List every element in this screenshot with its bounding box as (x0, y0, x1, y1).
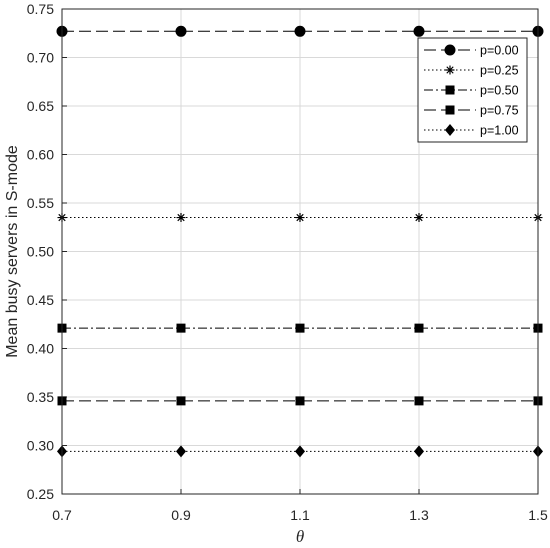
data-point-1-1 (176, 213, 186, 223)
y-tick-label: 0.35 (27, 389, 54, 405)
data-point-0-1 (175, 25, 187, 37)
data-point-4-1 (176, 445, 186, 458)
data-point-1-2 (295, 213, 305, 223)
legend-marker-4 (445, 124, 455, 136)
legend-entry-0: p=0.00 (480, 44, 519, 58)
legend-marker-1 (445, 65, 455, 75)
y-tick-label: 0.70 (27, 50, 54, 66)
legend-entry-4: p=1.00 (480, 124, 519, 138)
y-tick-labels: 0.25 0.30 0.35 0.40 0.45 0.50 0.55 0.60 0.65 0.70… (27, 1, 54, 502)
y-axis-label: Mean busy servers in S-mode (4, 145, 21, 358)
data-point-4-3 (414, 445, 424, 458)
x-tick-label: 1.5 (528, 507, 548, 523)
legend-entry-3: p=0.75 (480, 104, 519, 118)
x-tick-label: 0.9 (171, 507, 191, 523)
legend-marker-0 (444, 44, 456, 56)
y-tick-label: 0.60 (27, 147, 54, 163)
x-tick-labels: 0.7 0.9 1.1 1.3 1.5 (52, 507, 548, 523)
y-tick-label: 0.65 (27, 98, 54, 114)
data-point-4-2 (295, 445, 305, 458)
y-tick-label: 0.30 (27, 438, 54, 454)
data-point-2-2 (295, 323, 305, 333)
legend-entry-2: p=0.50 (480, 84, 519, 98)
y-tick-label: 0.45 (27, 292, 54, 308)
x-tick-label: 1.3 (409, 507, 429, 523)
y-tick-label: 0.55 (27, 195, 54, 211)
data-point-3-1 (176, 396, 186, 406)
data-point-2-1 (176, 323, 186, 333)
x-tick-label: 0.7 (52, 507, 72, 523)
plot-frame (61, 8, 539, 495)
data-point-0-2 (294, 25, 306, 37)
legend-entry-1: p=0.25 (480, 64, 519, 78)
y-tick-label: 0.25 (27, 486, 54, 502)
y-tick-label: 0.75 (27, 1, 54, 17)
data-point-3-3 (414, 396, 424, 406)
legend: p=0.00 p=0.25 p=0.50 p=0.75 p=1.00 (417, 37, 528, 143)
data-point-0-3 (413, 25, 425, 37)
legend-marker-2 (445, 85, 455, 95)
data-point-3-2 (295, 396, 305, 406)
data-point-1-3 (414, 213, 424, 223)
data-point-2-3 (414, 323, 424, 333)
y-tick-label: 0.40 (27, 341, 54, 357)
x-axis-label: θ (296, 527, 304, 546)
legend-marker-3 (445, 105, 455, 115)
y-tick-label: 0.50 (27, 244, 54, 260)
x-tick-label: 1.1 (290, 507, 310, 523)
